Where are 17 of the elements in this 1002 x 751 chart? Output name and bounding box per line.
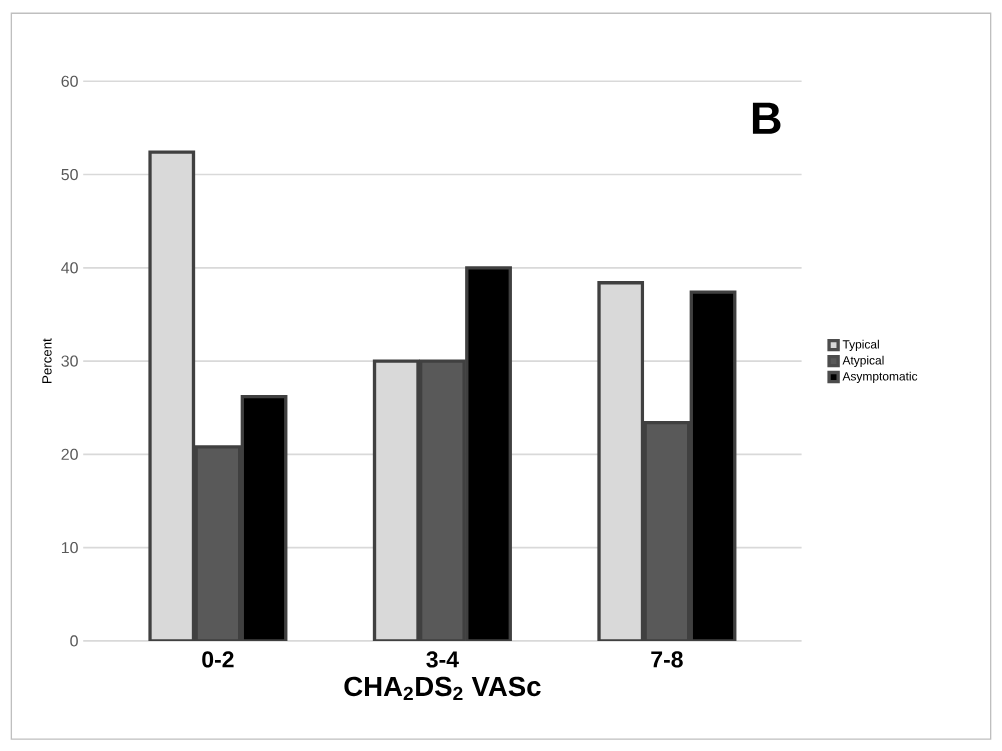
x-axis-title: CHA$_{2}$DS$_{2}$ VASc: [344, 676, 541, 701]
y-tick-label: 0: [70, 635, 78, 647]
annotation: B: [752, 102, 781, 135]
y-tick-label: 60: [61, 75, 78, 88]
legend-label: Typical: [842, 340, 879, 352]
x-tick-label: 7-8: [651, 651, 683, 668]
y-tick-label: 50: [61, 169, 78, 181]
bar: [465, 266, 512, 642]
y-tick-label: 10: [61, 542, 78, 554]
y-tick-label: 40: [61, 262, 78, 274]
legend-label: Asymptomatic: [842, 371, 918, 384]
y-tick-label: 20: [61, 448, 78, 461]
y-tick-label: 30: [61, 355, 78, 367]
y-axis-title: Percent: [42, 338, 52, 384]
x-tick-label: 3-4: [426, 651, 459, 668]
x-tick-label: 0-2: [202, 651, 234, 668]
legend-label: Atypical: [842, 355, 884, 368]
